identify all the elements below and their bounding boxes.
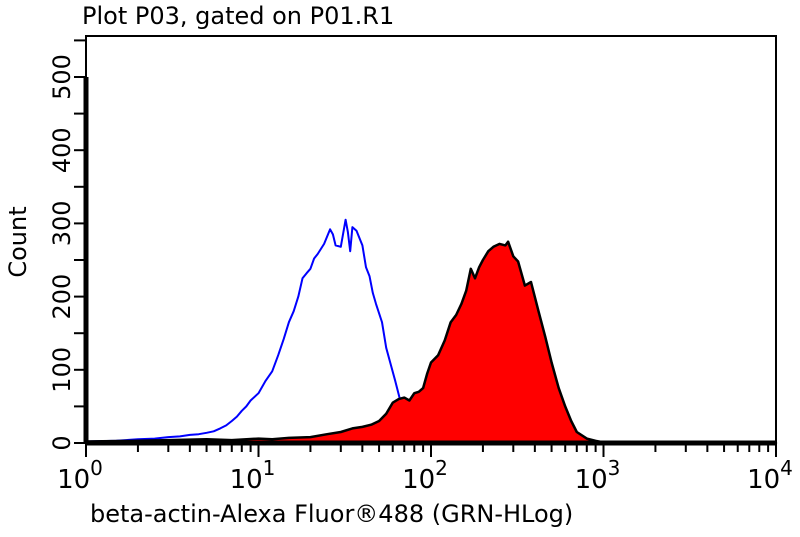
x-tick-label: 100: [57, 456, 103, 495]
y-tick-label: 200: [48, 274, 76, 320]
y-tick-label: 400: [48, 127, 76, 173]
y-tick-label: 300: [48, 200, 76, 246]
x-tick-label: 103: [575, 456, 621, 495]
x-axis-label: beta-actin-Alexa Fluor®488 (GRN-HLog): [90, 500, 574, 528]
x-tick-label: 104: [747, 456, 793, 495]
x-tick-label: 101: [230, 456, 276, 495]
y-tick-label: 100: [48, 347, 76, 393]
series-layer: [84, 218, 778, 445]
isotype-histogram-line: [85, 218, 416, 443]
plot-title: Plot P03, gated on P01.R1: [82, 2, 395, 30]
axes-layer: 0 100 200 300 400 500 100 101 102 103 104: [48, 35, 793, 495]
sample-histogram-filled: [84, 240, 778, 445]
x-tick-label: 102: [402, 456, 448, 495]
y-tick-label: 0: [48, 435, 76, 450]
y-tick-label: 500: [48, 54, 76, 100]
